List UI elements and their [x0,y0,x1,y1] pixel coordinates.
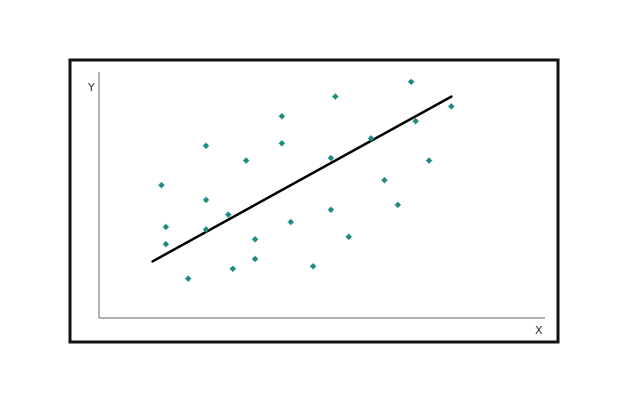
data-point-5 [202,142,210,149]
data-point-6 [202,196,210,204]
data-point-12 [251,255,259,263]
data-point-16 [309,263,317,270]
data-point-2 [162,223,170,231]
data-point-10 [242,157,250,164]
data-point-22 [381,177,388,184]
data-point-14 [278,140,286,147]
data-point-26 [425,157,433,164]
x-axis-label: X [535,324,543,337]
data-point-1 [158,181,165,189]
data-point-7 [202,226,210,233]
data-point-17 [332,93,339,100]
chart-plot-background [75,65,553,337]
data-point-15 [287,218,294,226]
data-point-3 [162,241,170,248]
data-point-4 [185,275,192,282]
data-point-20 [345,233,352,241]
data-point-21 [367,135,375,142]
trendline [151,95,453,263]
points-layer [158,78,455,282]
data-point-9 [229,265,236,272]
data-point-23 [394,201,402,209]
data-point-13 [278,113,286,120]
y-axis-label: Y [87,81,95,94]
trendline-layer [151,95,453,263]
data-point-24 [408,78,415,86]
data-point-11 [251,236,259,243]
data-point-27 [448,103,455,110]
data-point-25 [412,118,419,125]
data-point-8 [225,211,232,218]
data-point-19 [327,206,335,213]
data-point-18 [327,154,335,162]
